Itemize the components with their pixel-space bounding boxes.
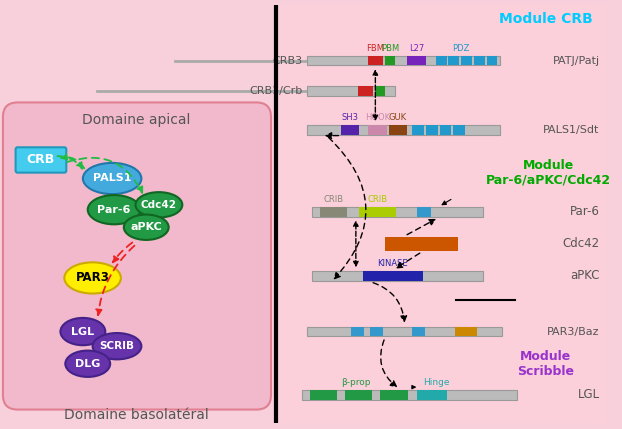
- Text: Par-6: Par-6: [570, 205, 600, 218]
- Bar: [359, 207, 396, 217]
- Text: PALS1/Sdt: PALS1/Sdt: [543, 125, 600, 135]
- Text: CRB: CRB: [27, 154, 55, 166]
- Text: DLG: DLG: [75, 359, 100, 369]
- Bar: [341, 125, 359, 135]
- Bar: [312, 271, 483, 281]
- Bar: [358, 86, 373, 96]
- Text: CRB1/Crb: CRB1/Crb: [249, 86, 302, 96]
- Text: KINASE: KINASE: [378, 259, 408, 268]
- Bar: [310, 390, 337, 400]
- Text: LGL: LGL: [72, 326, 95, 337]
- Text: HOOK: HOOK: [364, 113, 390, 122]
- Text: CRIB: CRIB: [367, 195, 388, 204]
- Text: PALS1: PALS1: [93, 173, 131, 184]
- Bar: [276, 5, 606, 423]
- Bar: [371, 327, 383, 336]
- Bar: [448, 56, 459, 65]
- Bar: [426, 125, 438, 135]
- Bar: [474, 56, 485, 65]
- Bar: [307, 327, 502, 336]
- Text: Hinge: Hinge: [424, 378, 450, 387]
- Bar: [385, 56, 395, 65]
- Bar: [320, 207, 347, 217]
- Text: Cdc42: Cdc42: [562, 237, 600, 250]
- Bar: [368, 125, 387, 135]
- Bar: [307, 125, 500, 135]
- Text: PAR3: PAR3: [76, 272, 109, 284]
- Text: SCRIB: SCRIB: [100, 341, 134, 351]
- Bar: [351, 327, 364, 336]
- Bar: [412, 327, 425, 336]
- Text: L27: L27: [409, 44, 424, 53]
- Bar: [307, 56, 500, 65]
- Ellipse shape: [93, 333, 141, 360]
- Ellipse shape: [88, 195, 141, 224]
- Text: Cdc42: Cdc42: [141, 200, 177, 210]
- Text: Module CRB: Module CRB: [499, 12, 593, 26]
- Bar: [363, 271, 423, 281]
- Bar: [375, 86, 385, 96]
- Ellipse shape: [124, 214, 169, 240]
- Bar: [307, 86, 395, 96]
- Bar: [389, 125, 407, 135]
- Ellipse shape: [65, 350, 110, 377]
- Text: CRIB: CRIB: [323, 195, 343, 204]
- Text: Module
Par-6/aPKC/Cdc42: Module Par-6/aPKC/Cdc42: [486, 159, 611, 187]
- Text: PDZ: PDZ: [452, 44, 470, 53]
- FancyBboxPatch shape: [3, 103, 271, 410]
- Text: FBM: FBM: [366, 44, 384, 53]
- Bar: [461, 56, 472, 65]
- Text: aPKC: aPKC: [131, 222, 162, 232]
- Text: PATJ/Patj: PATJ/Patj: [552, 55, 600, 66]
- Text: Module
Scribble: Module Scribble: [518, 350, 575, 378]
- Bar: [312, 207, 483, 217]
- Text: LGL: LGL: [577, 388, 600, 402]
- Bar: [455, 327, 476, 336]
- Bar: [302, 390, 517, 400]
- Ellipse shape: [136, 192, 182, 218]
- Text: GUK: GUK: [389, 113, 407, 122]
- Bar: [486, 56, 497, 65]
- Text: CRB3: CRB3: [272, 55, 302, 66]
- Bar: [440, 125, 452, 135]
- Text: PAR3/Baz: PAR3/Baz: [547, 326, 600, 337]
- Ellipse shape: [64, 263, 121, 293]
- Bar: [417, 207, 431, 217]
- Bar: [417, 390, 447, 400]
- Ellipse shape: [83, 163, 141, 194]
- Bar: [407, 56, 426, 65]
- Bar: [453, 125, 465, 135]
- FancyBboxPatch shape: [16, 147, 67, 172]
- Text: Domaine basolatéral: Domaine basolatéral: [64, 408, 209, 423]
- Text: β-prop: β-prop: [341, 378, 371, 387]
- Text: SH3: SH3: [341, 113, 358, 122]
- Text: PBM: PBM: [381, 44, 399, 53]
- Text: Par-6: Par-6: [98, 205, 131, 214]
- Bar: [345, 390, 373, 400]
- Text: Domaine apical: Domaine apical: [82, 113, 191, 127]
- Ellipse shape: [60, 318, 105, 345]
- Bar: [436, 56, 447, 65]
- Bar: [368, 56, 383, 65]
- Bar: [412, 125, 424, 135]
- Bar: [380, 390, 407, 400]
- Bar: [385, 237, 458, 251]
- Text: aPKC: aPKC: [570, 269, 600, 282]
